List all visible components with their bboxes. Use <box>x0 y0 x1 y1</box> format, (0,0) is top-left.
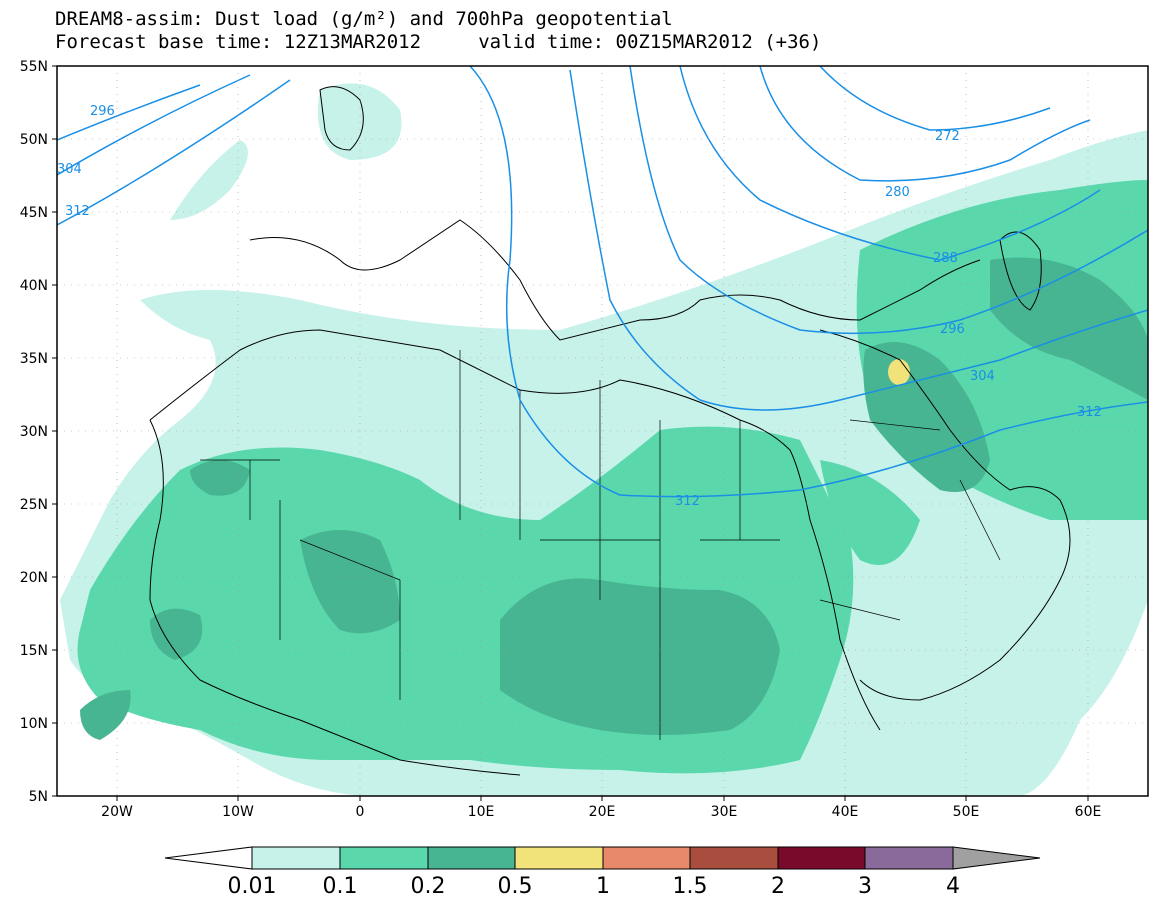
coastline-europe <box>249 219 981 341</box>
dust-region-dark-sahel <box>500 578 780 735</box>
tick-marks <box>52 65 1089 801</box>
lat-label: 45N <box>20 205 48 221</box>
coastline-north-africa <box>149 329 881 731</box>
contour-label: 304 <box>970 369 995 384</box>
dust-region-dark-coast <box>80 690 131 740</box>
lat-label: 5N <box>29 789 48 805</box>
lat-label: 55N <box>20 59 48 75</box>
lon-label: 20W <box>101 804 133 820</box>
contour-label: 280 <box>885 185 910 200</box>
contour-mid-3 <box>629 66 1148 335</box>
lon-label: 50E <box>953 804 980 820</box>
contour-304-nw <box>57 74 251 176</box>
dust-region-light-atlantic <box>170 140 248 220</box>
dust-region-dark-mali <box>300 530 400 634</box>
colorbar-swatch <box>427 846 516 870</box>
lat-label: 25N <box>20 497 48 513</box>
geopotential-contours <box>57 66 1148 498</box>
colorbar-swatch <box>514 846 604 870</box>
colorbar-swatch <box>777 846 866 870</box>
contour-296-nw <box>57 84 201 141</box>
colorbar-label: 1 <box>596 874 610 899</box>
contour-label: 312 <box>1077 405 1102 420</box>
longitude-labels: 20W 10W 0 10E 20E 30E 40E 50E 60E <box>101 804 1101 820</box>
colorbar-swatch <box>864 846 954 870</box>
chart-title: DREAM8-assim: Dust load (g/m²) and 700hP… <box>55 8 673 30</box>
lat-label: 50N <box>20 132 48 148</box>
lat-label: 35N <box>20 351 48 367</box>
gridlines <box>57 66 1148 796</box>
border-lines <box>200 350 1001 740</box>
contour-label: 296 <box>940 322 965 337</box>
contour-mid-1 <box>469 66 1148 498</box>
coastline-west-africa <box>149 419 521 776</box>
colorbar-swatch <box>251 846 341 870</box>
colorbar-label: 4 <box>946 874 960 899</box>
lat-label: 40N <box>20 278 48 294</box>
lon-label: 30E <box>711 804 738 820</box>
contour-mid-4 <box>679 66 1101 261</box>
chart-subtitle: Forecast base time: 12Z13MAR2012 valid t… <box>55 31 822 53</box>
colorbar-swatch <box>602 846 691 870</box>
colorbar-under-arrow <box>164 846 253 870</box>
contour-mid-5 <box>759 66 1091 182</box>
contour-mid-6 <box>819 66 1051 131</box>
lat-label: 15N <box>20 643 48 659</box>
lon-label: 20E <box>589 804 616 820</box>
colorbar-label: 0.5 <box>498 874 533 899</box>
lon-label: 10W <box>222 804 254 820</box>
lon-label: 0 <box>356 804 365 820</box>
lon-label: 10E <box>468 804 495 820</box>
colorbar-swatch <box>339 846 429 870</box>
colorbar-label: 0.01 <box>228 874 277 899</box>
dust-shading <box>60 83 1148 796</box>
dust-region-dark-westafrica <box>150 608 203 660</box>
contour-label: 312 <box>675 494 700 509</box>
colorbar <box>164 846 1041 870</box>
lat-label: 20N <box>20 570 48 586</box>
colorbar-label: 1.5 <box>673 874 708 899</box>
contour-label: 272 <box>935 129 960 144</box>
dust-region-dark-tchad <box>190 460 250 496</box>
dust-region-light-north <box>318 83 402 160</box>
colorbar-over-arrow <box>952 846 1041 870</box>
contour-label: 288 <box>933 251 958 266</box>
contour-mid-2 <box>569 69 1148 411</box>
contour-labels: 296 304 312 272 280 288 296 304 312 312 <box>57 104 1102 509</box>
contour-label: 312 <box>65 204 90 219</box>
contour-label: 296 <box>90 104 115 119</box>
lon-label: 60E <box>1075 804 1102 820</box>
contour-312-nw <box>57 79 291 226</box>
lon-label: 40E <box>832 804 859 820</box>
colorbar-label: 0.2 <box>411 874 446 899</box>
colorbar-swatch <box>689 846 779 870</box>
latitude-labels: 55N 50N 45N 40N 35N 30N 25N 20N 15N 10N … <box>20 59 48 805</box>
contour-label: 304 <box>57 162 82 177</box>
colorbar-label: 2 <box>771 874 785 899</box>
lat-label: 30N <box>20 424 48 440</box>
coastlines <box>149 86 1071 776</box>
coastline-britain <box>319 86 364 151</box>
colorbar-label: 3 <box>858 874 872 899</box>
dust-region-yellow <box>888 359 910 385</box>
lat-label: 10N <box>20 716 48 732</box>
colorbar-label: 0.1 <box>323 874 358 899</box>
colorbar-labels: 0.01 0.1 0.2 0.5 1 1.5 2 3 4 <box>228 874 960 899</box>
